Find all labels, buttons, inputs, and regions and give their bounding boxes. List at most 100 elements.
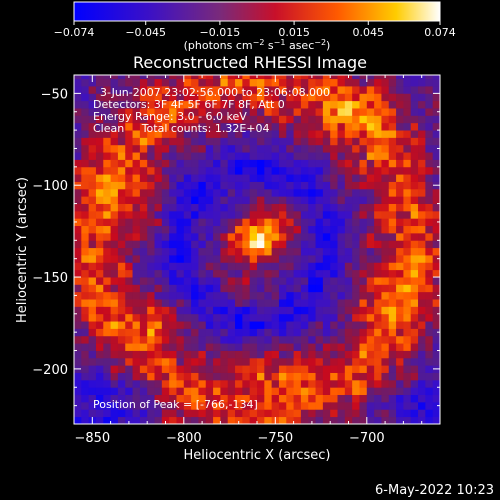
heatmap-cell	[147, 401, 155, 410]
heatmap-cell	[227, 335, 236, 344]
heatmap-cell	[396, 299, 404, 307]
heatmap-cell	[388, 188, 397, 197]
heatmap-cell	[235, 174, 243, 182]
heatmap-cell	[257, 306, 265, 315]
heatmap-cell	[322, 232, 331, 241]
heatmap-cell	[359, 277, 368, 285]
heatmap-cell	[300, 416, 309, 424]
heatmap-cell	[381, 335, 390, 344]
heatmap-cell	[147, 78, 155, 87]
heatmap-cell	[81, 196, 90, 204]
heatmap-cell	[425, 416, 434, 424]
heatmap-cell	[418, 313, 426, 322]
heatmap-cell	[337, 321, 346, 329]
heatmap-cell	[176, 321, 185, 329]
heatmap-cell	[169, 108, 177, 116]
heatmap-cell	[95, 306, 104, 315]
heatmap-cell	[359, 75, 368, 80]
heatmap-cell	[388, 335, 397, 344]
heatmap-cell	[117, 181, 126, 190]
heatmap-cell	[344, 225, 353, 234]
heatmap-cell	[344, 108, 353, 116]
heatmap-cell	[139, 409, 148, 418]
heatmap-cell	[88, 313, 97, 322]
heatmap-cell	[410, 387, 419, 396]
heatmap-cell	[183, 247, 192, 256]
heatmap-cell	[183, 416, 192, 424]
heatmap-cell	[183, 350, 192, 359]
heatmap-cell	[249, 299, 258, 307]
heatmap-cell	[88, 365, 97, 373]
heatmap-cell	[293, 159, 302, 168]
heatmap-cell	[330, 401, 338, 410]
heatmap-cell	[410, 122, 419, 131]
heatmap-cell	[300, 335, 309, 344]
heatmap-cell	[249, 394, 258, 403]
heatmap-cell	[198, 166, 207, 175]
heatmap-cell	[95, 130, 104, 138]
heatmap-cell	[125, 188, 133, 197]
heatmap-cell	[322, 401, 331, 410]
heatmap-cell	[359, 255, 368, 263]
heatmap-cell	[396, 166, 404, 175]
heatmap-cell	[271, 269, 280, 278]
heatmap-cell	[125, 247, 133, 256]
heatmap-cell	[147, 100, 155, 109]
heatmap-cell	[191, 144, 199, 153]
heatmap-cell	[257, 188, 265, 197]
heatmap-cell	[300, 93, 309, 102]
heatmap-cell	[403, 401, 412, 410]
heatmap-cell	[117, 196, 126, 204]
heatmap-cell	[242, 291, 251, 300]
heatmap-cell	[205, 409, 214, 418]
heatmap-cell	[161, 350, 170, 359]
heatmap-cell	[169, 387, 177, 396]
heatmap-cell	[205, 78, 214, 87]
heatmap-cell	[315, 284, 324, 293]
heatmap-cell	[403, 108, 412, 116]
heatmap-cell	[418, 343, 426, 351]
heatmap-cell	[74, 203, 82, 212]
heatmap-cell	[154, 188, 163, 197]
heatmap-cell	[366, 262, 375, 271]
heatmap-cell	[278, 401, 287, 410]
heatmap-cell	[264, 210, 273, 219]
heatmap-cell	[374, 299, 382, 307]
heatmap-cell	[81, 130, 90, 138]
heatmap-cell	[396, 401, 404, 410]
heatmap-cell	[176, 335, 185, 344]
heatmap-cell	[396, 357, 404, 366]
heatmap-cell	[337, 152, 346, 160]
heatmap-cell	[403, 313, 412, 322]
heatmap-cell	[359, 218, 368, 227]
heatmap-cell	[432, 372, 440, 381]
heatmap-cell	[95, 247, 104, 256]
heatmap-cell	[147, 144, 155, 153]
heatmap-cell	[388, 387, 397, 396]
heatmap-cell	[337, 137, 346, 146]
heatmap-cell	[352, 144, 360, 153]
heatmap-cell	[176, 240, 185, 249]
heatmap-cell	[344, 100, 353, 109]
heatmap-cell	[198, 335, 207, 344]
heatmap-cell	[264, 174, 273, 182]
heatmap-cell	[374, 277, 382, 285]
heatmap-cell	[381, 321, 390, 329]
heatmap-cell	[110, 291, 119, 300]
heatmap-cell	[264, 401, 273, 410]
heatmap-cell	[425, 130, 434, 138]
heatmap-cell	[330, 387, 338, 396]
heatmap-cell	[88, 394, 97, 403]
heatmap-cell	[103, 100, 111, 109]
heatmap-cell	[191, 93, 199, 102]
heatmap-cell	[418, 86, 426, 94]
heatmap-cell	[161, 188, 170, 197]
heatmap-cell	[81, 152, 90, 160]
heatmap-cell	[176, 122, 185, 131]
heatmap-cell	[308, 313, 316, 322]
heatmap-cell	[359, 166, 368, 175]
heatmap-cell	[366, 291, 375, 300]
heatmap-cell	[264, 144, 273, 153]
heatmap-cell	[227, 350, 236, 359]
heatmap-cell	[169, 166, 177, 175]
